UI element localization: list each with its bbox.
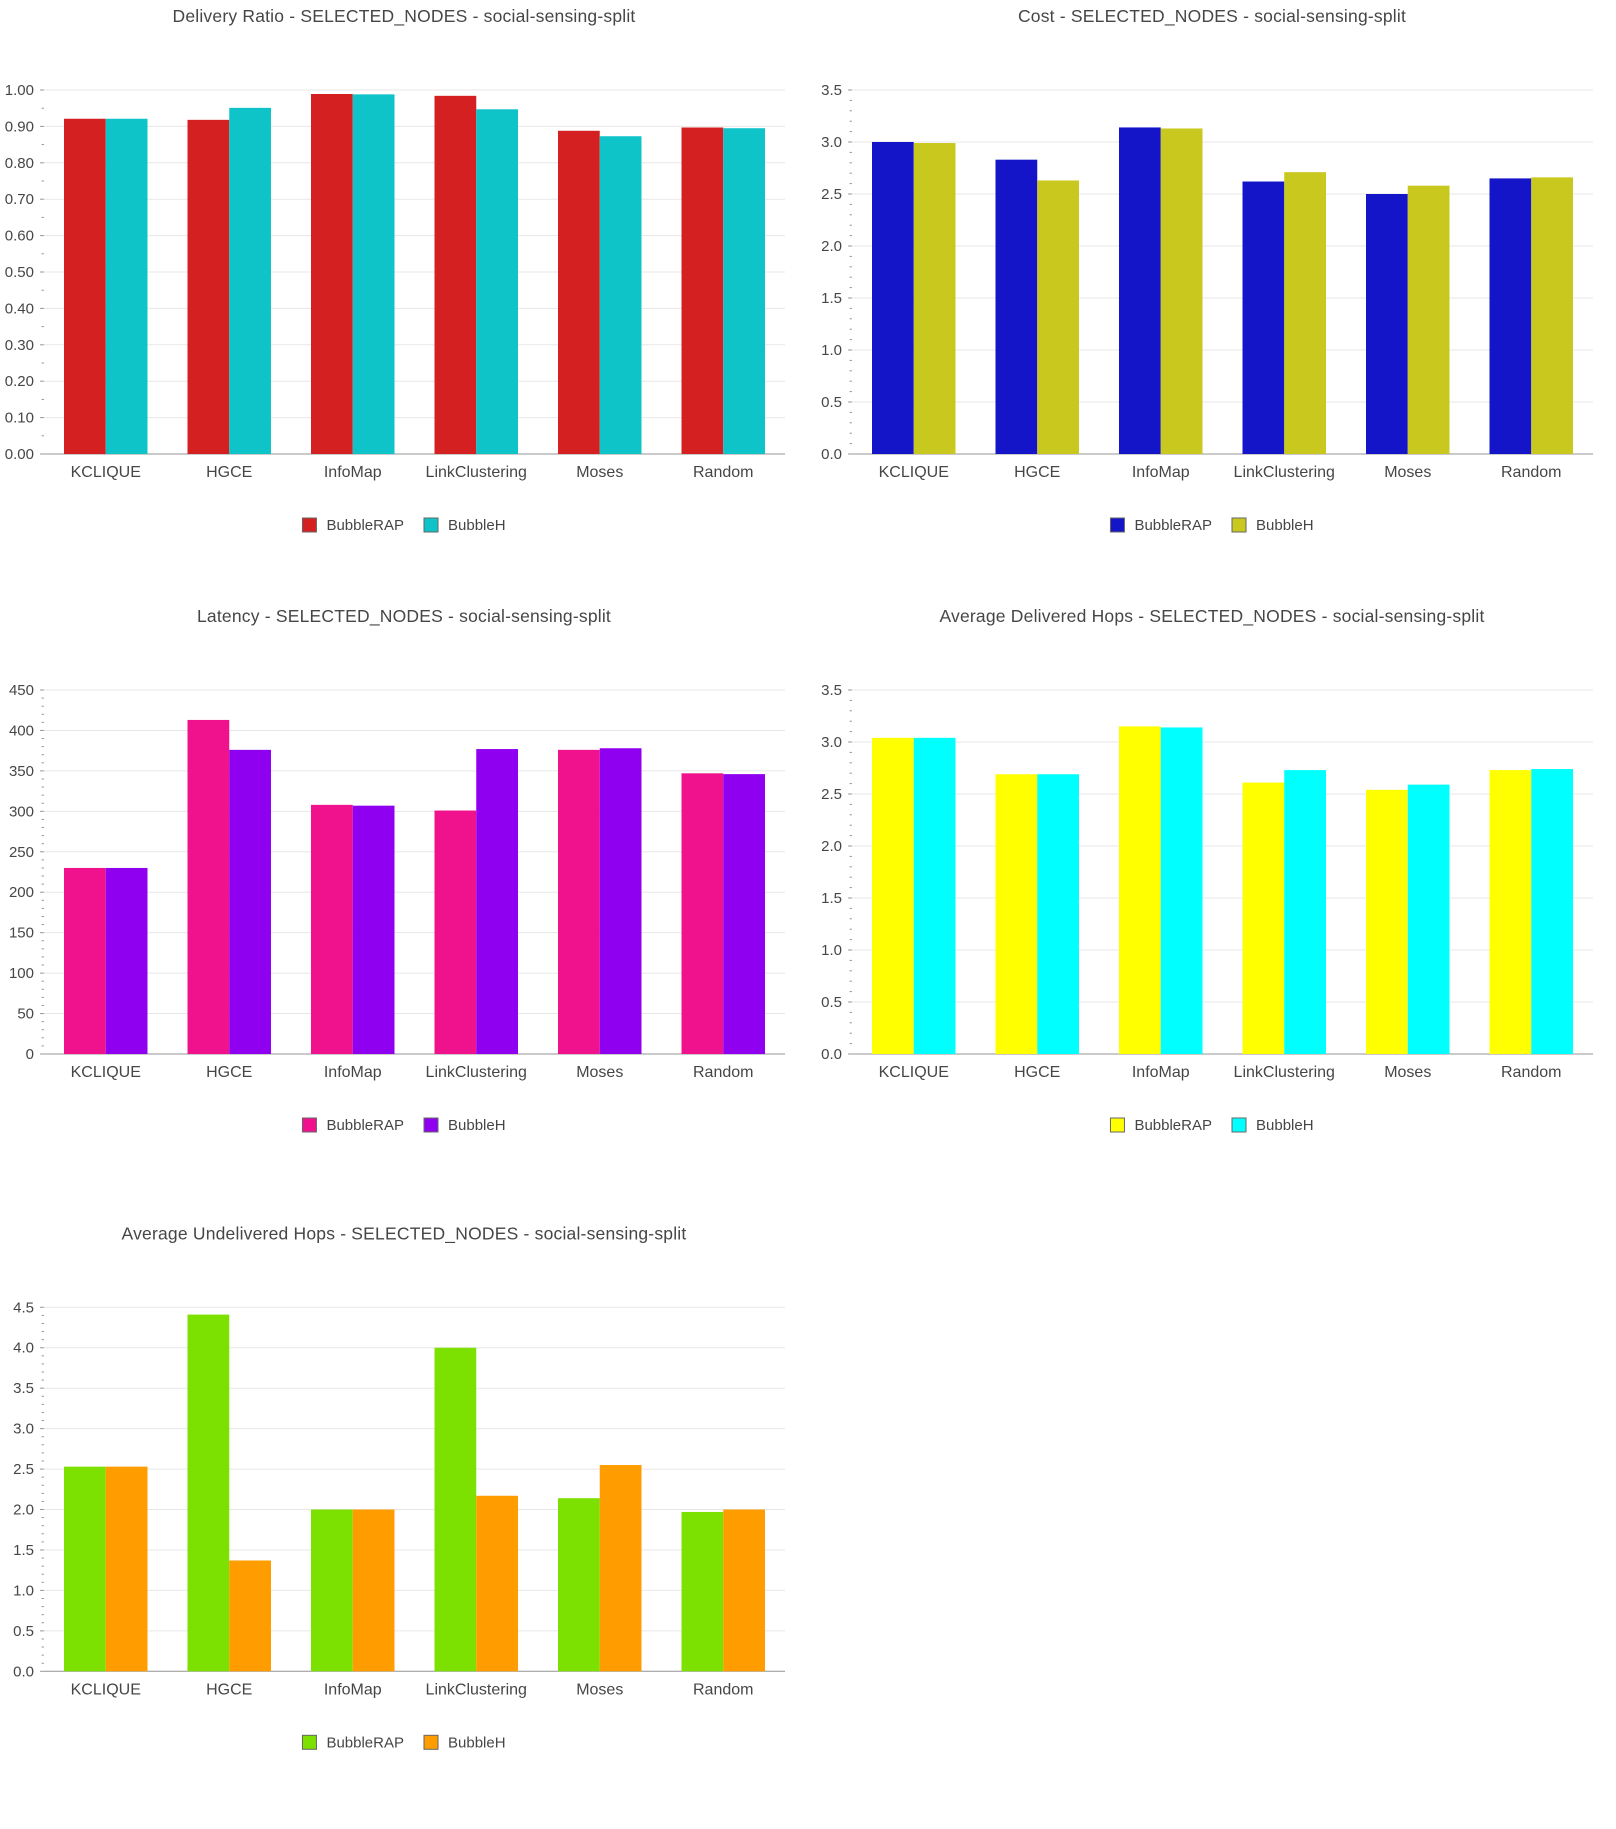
svg-text:1.5: 1.5 — [821, 290, 842, 307]
svg-text:InfoMap: InfoMap — [324, 464, 382, 481]
svg-text:350: 350 — [9, 763, 34, 780]
svg-text:0.5: 0.5 — [13, 1623, 34, 1640]
svg-text:Moses: Moses — [576, 1681, 623, 1698]
svg-text:0.5: 0.5 — [821, 994, 842, 1011]
svg-text:2.0: 2.0 — [13, 1502, 34, 1519]
svg-text:250: 250 — [9, 844, 34, 861]
svg-text:Latency - SELECTED_NODES - soc: Latency - SELECTED_NODES - social-sensin… — [197, 606, 611, 627]
svg-text:0.20: 0.20 — [5, 373, 34, 390]
svg-text:InfoMap: InfoMap — [1132, 1064, 1190, 1081]
svg-text:HGCE: HGCE — [1014, 1064, 1060, 1081]
svg-text:Moses: Moses — [1384, 1064, 1431, 1081]
svg-text:HGCE: HGCE — [1014, 464, 1060, 481]
svg-text:3.0: 3.0 — [821, 134, 842, 151]
svg-text:Random: Random — [1501, 464, 1561, 481]
svg-text:LinkClustering: LinkClustering — [1234, 1064, 1335, 1081]
svg-text:BubbleRAP: BubbleRAP — [326, 1734, 404, 1751]
svg-text:BubbleRAP: BubbleRAP — [1134, 1117, 1212, 1134]
svg-text:Random: Random — [693, 464, 753, 481]
svg-text:Moses: Moses — [576, 1064, 623, 1081]
svg-text:0.80: 0.80 — [5, 155, 34, 172]
svg-text:450: 450 — [9, 682, 34, 699]
svg-text:3.0: 3.0 — [13, 1421, 34, 1438]
svg-text:HGCE: HGCE — [206, 1681, 252, 1698]
svg-text:300: 300 — [9, 803, 34, 820]
svg-text:Cost - SELECTED_NODES - social: Cost - SELECTED_NODES - social-sensing-s… — [1018, 6, 1406, 27]
svg-text:Delivery Ratio - SELECTED_NODE: Delivery Ratio - SELECTED_NODES - social… — [172, 6, 635, 27]
svg-text:150: 150 — [9, 925, 34, 942]
svg-text:KCLIQUE: KCLIQUE — [71, 1681, 141, 1698]
svg-text:Moses: Moses — [576, 464, 623, 481]
svg-text:0.70: 0.70 — [5, 191, 34, 208]
svg-text:Random: Random — [693, 1681, 753, 1698]
svg-text:LinkClustering: LinkClustering — [426, 1064, 527, 1081]
svg-text:2.5: 2.5 — [821, 186, 842, 203]
svg-text:0.50: 0.50 — [5, 264, 34, 281]
svg-text:KCLIQUE: KCLIQUE — [71, 1064, 141, 1081]
svg-text:HGCE: HGCE — [206, 1064, 252, 1081]
svg-text:BubbleH: BubbleH — [448, 517, 506, 534]
svg-text:InfoMap: InfoMap — [324, 1064, 382, 1081]
svg-text:1.5: 1.5 — [821, 890, 842, 907]
svg-text:200: 200 — [9, 884, 34, 901]
svg-text:50: 50 — [17, 1006, 34, 1023]
svg-text:1.0: 1.0 — [821, 942, 842, 959]
svg-text:Moses: Moses — [1384, 464, 1431, 481]
svg-text:0.0: 0.0 — [821, 1046, 842, 1063]
svg-text:Average Delivered Hops - SELEC: Average Delivered Hops - SELECTED_NODES … — [939, 606, 1484, 627]
svg-text:BubbleH: BubbleH — [448, 1734, 506, 1751]
svg-text:1.0: 1.0 — [13, 1582, 34, 1599]
svg-text:0.30: 0.30 — [5, 337, 34, 354]
svg-text:Random: Random — [1501, 1064, 1561, 1081]
svg-text:Average Undelivered Hops - SEL: Average Undelivered Hops - SELECTED_NODE… — [122, 1223, 687, 1244]
svg-text:3.5: 3.5 — [821, 682, 842, 699]
svg-text:3.0: 3.0 — [821, 734, 842, 751]
svg-text:2.5: 2.5 — [13, 1461, 34, 1478]
svg-text:BubbleH: BubbleH — [1256, 1117, 1314, 1134]
svg-text:4.5: 4.5 — [13, 1299, 34, 1316]
svg-text:1.5: 1.5 — [13, 1542, 34, 1559]
svg-text:2.0: 2.0 — [821, 838, 842, 855]
svg-text:BubbleRAP: BubbleRAP — [326, 517, 404, 534]
svg-text:HGCE: HGCE — [206, 464, 252, 481]
svg-text:400: 400 — [9, 722, 34, 739]
svg-text:0.0: 0.0 — [821, 446, 842, 463]
svg-text:1.0: 1.0 — [821, 342, 842, 359]
svg-text:0.40: 0.40 — [5, 300, 34, 317]
svg-text:2.5: 2.5 — [821, 786, 842, 803]
svg-text:LinkClustering: LinkClustering — [426, 1681, 527, 1698]
svg-text:LinkClustering: LinkClustering — [426, 464, 527, 481]
svg-text:0.90: 0.90 — [5, 118, 34, 135]
svg-text:3.5: 3.5 — [13, 1380, 34, 1397]
svg-text:InfoMap: InfoMap — [1132, 464, 1190, 481]
svg-text:4.0: 4.0 — [13, 1340, 34, 1357]
svg-text:0.10: 0.10 — [5, 410, 34, 427]
svg-text:BubbleH: BubbleH — [448, 1117, 506, 1134]
svg-text:KCLIQUE: KCLIQUE — [71, 464, 141, 481]
svg-text:Random: Random — [693, 1064, 753, 1081]
svg-text:100: 100 — [9, 965, 34, 982]
svg-text:BubbleRAP: BubbleRAP — [326, 1117, 404, 1134]
svg-text:3.5: 3.5 — [821, 82, 842, 99]
svg-text:2.0: 2.0 — [821, 238, 842, 255]
svg-text:0: 0 — [26, 1046, 34, 1063]
svg-text:0.5: 0.5 — [821, 394, 842, 411]
svg-text:KCLIQUE: KCLIQUE — [879, 464, 949, 481]
svg-text:InfoMap: InfoMap — [324, 1681, 382, 1698]
svg-text:0.0: 0.0 — [13, 1663, 34, 1680]
svg-text:BubbleH: BubbleH — [1256, 517, 1314, 534]
svg-text:KCLIQUE: KCLIQUE — [879, 1064, 949, 1081]
svg-text:0.60: 0.60 — [5, 228, 34, 245]
svg-text:LinkClustering: LinkClustering — [1234, 464, 1335, 481]
svg-text:0.00: 0.00 — [5, 446, 34, 463]
svg-text:BubbleRAP: BubbleRAP — [1134, 517, 1212, 534]
svg-text:1.00: 1.00 — [5, 82, 34, 99]
